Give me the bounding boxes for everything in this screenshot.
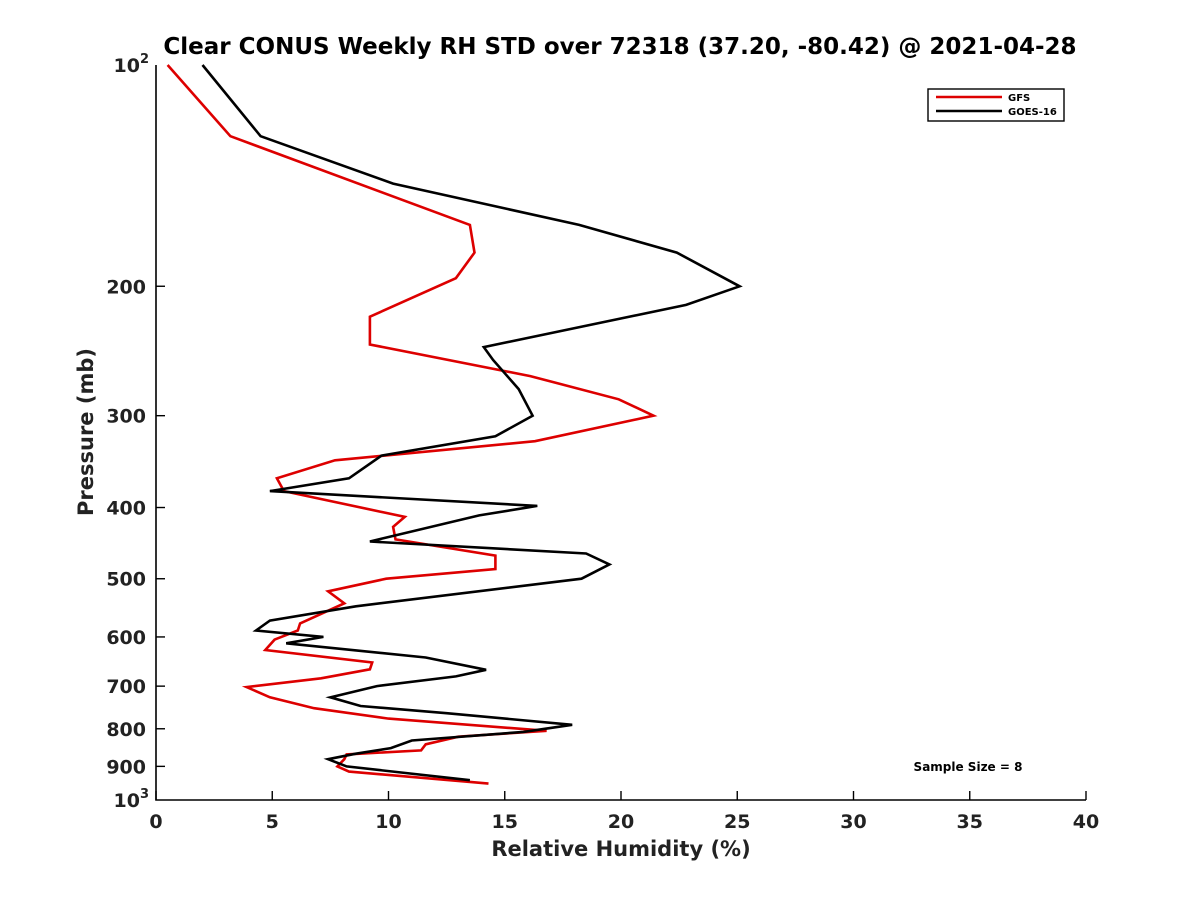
y-axis-label: Pressure (mb): [74, 348, 98, 516]
x-tick-label: 15: [492, 811, 518, 833]
y-tick-label: 500: [106, 569, 146, 591]
axes-frame: [155, 65, 1086, 801]
series-line-gfs: [166, 64, 658, 785]
y-tick-label: 10: [114, 55, 140, 77]
y-tick-label: 800: [106, 719, 146, 741]
sample-size-annotation: Sample Size = 8: [914, 760, 1023, 774]
series-lines: [166, 64, 743, 785]
legend-box: [927, 88, 1065, 122]
series-line-goes-16: [201, 64, 743, 782]
y-tick-label: 700: [106, 676, 146, 698]
x-axis-ticks: 0 5 10 15 20 25 30 35 40: [149, 791, 1099, 833]
legend-label: GFS: [1008, 93, 1030, 104]
plot-area: 0 5 10 15 20 25 30 35 40 10 220030040050060070080…: [106, 52, 1099, 833]
y-tick-exponent: 2: [140, 52, 149, 67]
y-tick-label: 600: [106, 627, 146, 649]
y-tick-label: 10: [114, 790, 140, 812]
chart-title: Clear CONUS Weekly RH STD over 72318 (37…: [163, 34, 1076, 60]
legend: GFS GOES-16: [927, 88, 1065, 122]
x-tick-label: 40: [1073, 811, 1099, 833]
x-tick-label: 0: [149, 811, 162, 833]
x-axis-label: Relative Humidity (%): [491, 837, 750, 861]
y-tick-label: 400: [106, 498, 146, 520]
x-tick-label: 30: [840, 811, 866, 833]
x-tick-label: 25: [724, 811, 750, 833]
legend-label: GOES-16: [1008, 107, 1057, 118]
x-tick-label: 35: [957, 811, 983, 833]
y-tick-exponent: 3: [140, 787, 149, 802]
x-tick-label: 20: [608, 811, 634, 833]
y-tick-label: 900: [106, 756, 146, 778]
y-tick-label: 200: [106, 276, 146, 298]
y-tick-label: 300: [106, 406, 146, 428]
x-tick-label: 5: [266, 811, 279, 833]
x-tick-label: 10: [375, 811, 401, 833]
